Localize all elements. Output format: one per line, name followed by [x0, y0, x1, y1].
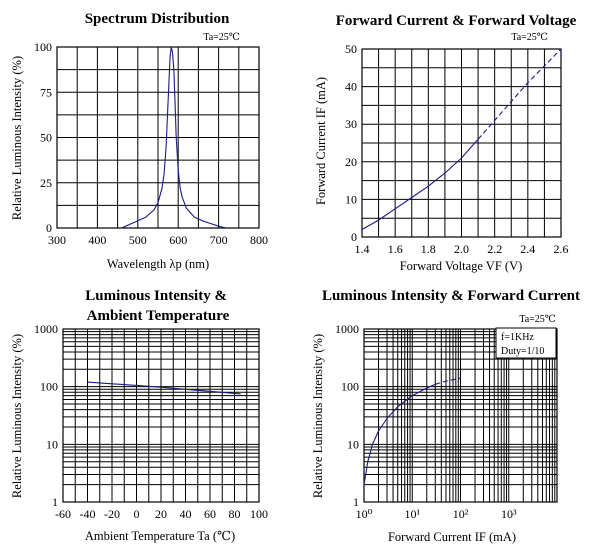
chart2-x-tick: 1.8 [421, 242, 436, 256]
chart1-x-tick: 800 [250, 233, 268, 247]
chart1-x-ticks: 300 400 500 600 700 800 [48, 233, 268, 247]
chart4-y-ticks: 1 10 100 1000 [335, 322, 359, 509]
chart2-x-tick: 1.4 [355, 242, 370, 256]
chart2-x-ticks: 1.4 1.6 1.8 2.0 2.2 2.4 2.6 [355, 242, 569, 256]
chart3-series [87, 381, 241, 395]
chart2-x-tick: 2.6 [554, 242, 569, 256]
chart1-y-tick: 100 [34, 40, 52, 54]
chart3-series-line [87, 381, 241, 395]
chart1-y-tick: 50 [40, 131, 52, 145]
chart-spectrum-distribution: Spectrum Distribution Ta=25℃ 300 400 500… [10, 11, 268, 271]
chart1-x-tick: 400 [88, 233, 106, 247]
chart1-grid [56, 46, 260, 229]
chart1-y-tick: 75 [40, 85, 52, 99]
chart3-x-tick: 40 [180, 507, 192, 521]
chart4-y-tick: 1000 [335, 322, 359, 336]
chart2-x-tick: 1.6 [388, 242, 403, 256]
chart-intensity-temperature: Luminous Intensity & Ambient Temperature… [10, 288, 268, 543]
chart4-y-tick: 100 [341, 380, 359, 394]
chart2-y-tick: 50 [345, 42, 357, 56]
chart1-title: Spectrum Distribution [85, 11, 230, 27]
chart1-x-tick: 700 [210, 233, 228, 247]
chart3-x-tick: 20 [155, 507, 167, 521]
chart3-x-tick: -60 [55, 507, 71, 521]
chart1-x-tick: 300 [48, 233, 66, 247]
chart4-x-ticks: 10⁰ 10¹ 10² 10³ [356, 507, 517, 521]
chart3-title: Luminous Intensity & Ambient Temperature [85, 288, 230, 324]
chart4-series [363, 377, 461, 485]
chart3-x-tick: 100 [250, 507, 268, 521]
chart2-annotation: Ta=25℃ [511, 32, 548, 43]
chart4-x-tick: 10¹ [404, 507, 420, 521]
chart4-y-tick: 1 [353, 495, 359, 509]
chart1-x-tick: 600 [169, 233, 187, 247]
chart3-y-tick: 100 [40, 380, 58, 394]
chart4-frequency-note: f=1KHz [501, 332, 534, 343]
chart4-x-tick: 10² [453, 507, 469, 521]
chart3-title-line2: Ambient Temperature [87, 308, 230, 324]
chart2-x-tick: 2.0 [454, 242, 469, 256]
chart3-y-ticks: 1 10 100 1000 [34, 322, 58, 509]
chart3-x-axis-label: Ambient Temperature Ta (℃) [85, 529, 235, 543]
chart2-y-tick: 30 [345, 117, 357, 131]
chart2-grid [361, 48, 562, 238]
chart2-y-tick: 40 [345, 80, 357, 94]
chart2-y-tick: 20 [345, 155, 357, 169]
chart4-title: Luminous Intensity & Forward Current [322, 288, 580, 304]
chart1-series [121, 46, 227, 229]
chart2-title: Forward Current & Forward Voltage [336, 13, 577, 29]
chart1-x-tick: 500 [129, 233, 147, 247]
chart2-series-line [361, 138, 479, 230]
chart1-y-ticks: 0 25 50 75 100 [34, 40, 52, 235]
chart4-y-tick: 10 [347, 437, 359, 451]
chart2-y-tick: 10 [345, 192, 357, 206]
chart3-y-axis-label: Relative Luminous Intensity (%) [10, 334, 24, 498]
chart3-x-tick: 80 [229, 507, 241, 521]
chart3-y-tick: 1 [52, 495, 58, 509]
chart3-x-tick: 0 [134, 507, 140, 521]
chart2-series [361, 48, 562, 230]
chart2-x-tick: 2.2 [487, 242, 502, 256]
chart1-y-tick: 25 [40, 176, 52, 190]
chart3-x-tick: -40 [80, 507, 96, 521]
chart3-y-tick: 10 [46, 437, 58, 451]
chart2-y-ticks: 0 10 20 30 40 50 [345, 42, 357, 244]
chart4-series-line [363, 383, 436, 485]
chart-forward-current-voltage: Forward Current & Forward Voltage Ta=25℃… [314, 13, 577, 273]
chart4-series-line [435, 377, 461, 385]
chart4-x-axis-label: Forward Current IF (mA) [388, 530, 516, 544]
chart1-x-axis-label: Wavelength λp (nm) [107, 257, 209, 271]
chart4-x-tick: 10³ [501, 507, 517, 521]
chart1-y-tick: 0 [46, 221, 52, 235]
chart2-x-axis-label: Forward Voltage VF (V) [400, 259, 523, 273]
chart4-y-axis-label: Relative Luminous Intensity (%) [311, 334, 325, 498]
chart-intensity-forward-current: Luminous Intensity & Forward Current Ta=… [311, 288, 580, 544]
chart1-y-axis-label: Relative Luminous Intensity (%) [10, 56, 24, 220]
chart3-x-tick: 60 [204, 507, 216, 521]
chart3-grid [62, 328, 260, 503]
chart2-y-tick: 0 [351, 230, 357, 244]
chart3-y-tick: 1000 [34, 322, 58, 336]
chart3-x-ticks: -60 -40 -20 0 20 40 60 80 100 [55, 507, 268, 521]
chart2-x-tick: 2.4 [520, 242, 535, 256]
chart2-y-axis-label: Forward Current IF (mA) [314, 77, 328, 205]
chart1-series-line [121, 46, 227, 229]
chart3-title-line1: Luminous Intensity & [85, 288, 227, 304]
chart4-condition-box [495, 327, 557, 359]
chart3-x-tick: -20 [104, 507, 120, 521]
chart4-annotation: Ta=25℃ [519, 314, 556, 325]
chart4-x-tick: 10⁰ [356, 507, 373, 521]
chart4-duty-note: Duty=1/10 [501, 346, 544, 357]
chart2-series-line [477, 48, 562, 140]
chart1-annotation: Ta=25℃ [203, 32, 240, 43]
